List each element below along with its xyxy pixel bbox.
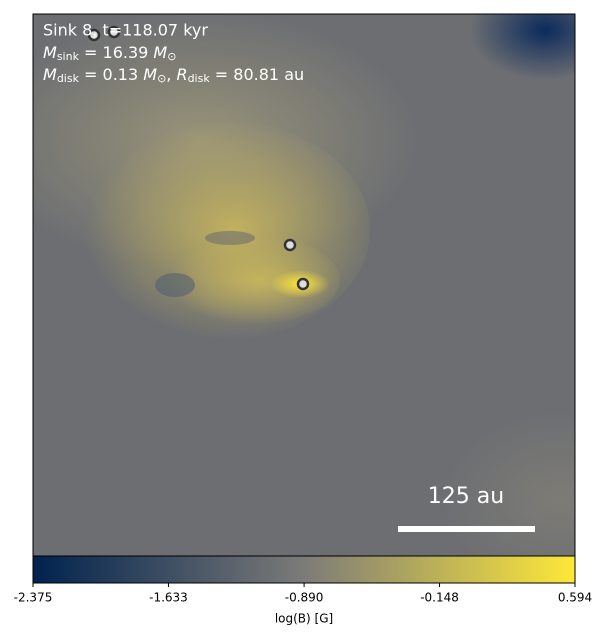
- colorbar-tick-label: -2.375: [14, 591, 53, 605]
- disk-props: Mdisk = 0.13 M⊙, Rdisk = 80.81 au: [43, 65, 304, 86]
- colorbar-tick-label: -0.148: [420, 591, 459, 605]
- field-map: [33, 14, 575, 556]
- title: Sink 8, t=118.07 kyr: [43, 21, 208, 40]
- colorbar-label: log(B) [G]: [275, 612, 333, 626]
- scale-bar-label: 125 au: [428, 484, 504, 509]
- colorbar-tick-label: 0.594: [558, 591, 592, 605]
- colorbar: [32, 555, 576, 584]
- sink-mass: Msink = 16.39 M⊙: [43, 43, 176, 64]
- sink: [87, 28, 101, 42]
- sink: [283, 238, 297, 252]
- sink: [296, 277, 310, 291]
- sink: [107, 25, 121, 39]
- scale-bar: [398, 526, 535, 532]
- sinks: [87, 25, 310, 291]
- colorbar-tick-label: -1.633: [149, 591, 188, 605]
- colorbar-tick-label: -0.890: [285, 591, 324, 605]
